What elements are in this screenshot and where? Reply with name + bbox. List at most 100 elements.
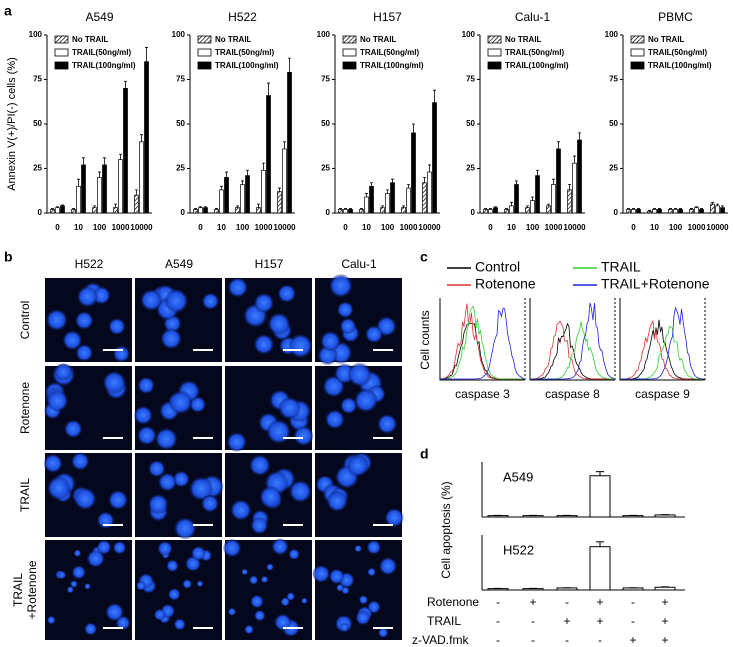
bar <box>689 209 694 214</box>
error-bar <box>77 178 80 187</box>
bar <box>385 193 390 214</box>
panel-label: a <box>4 3 12 19</box>
nucleus <box>173 470 190 488</box>
y-axis-label: Cell apoptosis (%) <box>439 481 453 578</box>
bar <box>551 184 556 214</box>
bar <box>343 209 348 214</box>
y-tick-label: 100 <box>317 30 331 39</box>
bar <box>715 205 720 214</box>
nucleus <box>108 490 128 510</box>
nucleus <box>347 455 369 477</box>
nucleus <box>137 377 155 394</box>
bar <box>390 182 395 214</box>
error-bar <box>627 208 630 210</box>
bar <box>654 586 676 591</box>
error-bar <box>267 82 270 96</box>
nucleus <box>367 567 376 577</box>
legend-swatch <box>630 35 645 44</box>
y-axis-label: Cell counts <box>418 310 432 369</box>
error-bar <box>246 169 249 176</box>
x-tick-label: 1000 <box>545 223 563 232</box>
nucleus <box>43 454 63 473</box>
nucleus <box>74 487 97 510</box>
nucleus <box>288 334 313 358</box>
column-label: H522 <box>75 257 104 271</box>
bar <box>50 209 55 214</box>
nucleus <box>86 549 105 568</box>
error-bar <box>241 180 244 185</box>
legend-label: TRAIL(100ng/ml) <box>648 61 712 70</box>
nucleus <box>312 565 330 583</box>
bar <box>654 514 676 518</box>
legend-label: TRAIL+Rotenone <box>601 276 710 292</box>
column-label: H157 <box>255 257 284 271</box>
bar <box>76 185 81 214</box>
error-bar <box>510 201 513 206</box>
nucleus <box>166 559 179 572</box>
histogram-curve <box>530 322 614 380</box>
error-bar <box>199 206 202 208</box>
error-bar <box>278 187 281 192</box>
legend-label: No TRAIL <box>648 35 685 44</box>
error-bar <box>82 157 85 165</box>
nucleus <box>105 603 124 622</box>
legend-swatch <box>342 35 357 44</box>
nucleus <box>289 480 312 503</box>
bar <box>144 61 149 214</box>
bar <box>657 209 662 214</box>
bar <box>504 209 509 214</box>
bar <box>525 207 530 214</box>
histogram-title: caspase 8 <box>545 387 600 401</box>
x-tick-label: 10000 <box>563 223 586 232</box>
x-tick-label: 10 <box>217 223 226 232</box>
error-bar <box>257 203 260 208</box>
nucleus <box>268 312 291 335</box>
y-tick-label: 0 <box>181 208 186 217</box>
legend-label: TRAIL(50ng/ml) <box>648 48 707 57</box>
bar <box>406 187 411 214</box>
error-bar <box>658 208 661 210</box>
error-bar <box>578 132 581 141</box>
nucleus <box>77 286 98 307</box>
nucleus <box>259 485 282 508</box>
condition-mark: - <box>631 614 635 628</box>
histogram-curve <box>620 319 704 380</box>
x-tick-label: 0 <box>198 223 203 232</box>
nucleus <box>133 406 153 425</box>
bar <box>530 200 535 214</box>
nucleus <box>154 608 166 621</box>
nucleus <box>97 511 115 529</box>
nucleus <box>46 390 68 412</box>
error-bar <box>339 208 342 210</box>
bar <box>364 196 369 214</box>
error-bar <box>547 203 550 206</box>
x-tick-label: 10 <box>362 223 371 232</box>
nucleus <box>288 548 300 560</box>
condition-mark: + <box>629 633 636 647</box>
nucleus <box>271 538 289 555</box>
nucleus <box>70 580 78 588</box>
nucleus <box>102 371 126 394</box>
micrograph <box>315 540 402 640</box>
bar <box>55 207 60 214</box>
bar <box>556 148 561 214</box>
row-label: Rotenone <box>18 382 32 434</box>
bar <box>622 587 644 591</box>
bar <box>214 209 219 214</box>
nucleus <box>155 428 178 450</box>
y-tick-label: 100 <box>29 30 43 39</box>
column-label: A549 <box>165 257 193 271</box>
y-tick-label: 50 <box>609 119 618 128</box>
histogram-curve <box>440 305 524 380</box>
bar <box>509 205 514 214</box>
nucleus <box>377 414 397 434</box>
nucleus <box>47 476 71 500</box>
y-tick-label: 50 <box>466 119 475 128</box>
error-bar <box>391 178 394 183</box>
bar <box>245 175 250 214</box>
nucleus <box>228 607 236 616</box>
bar <box>380 207 385 214</box>
bar <box>493 207 498 214</box>
nucleus <box>75 311 94 330</box>
bar <box>572 162 577 214</box>
